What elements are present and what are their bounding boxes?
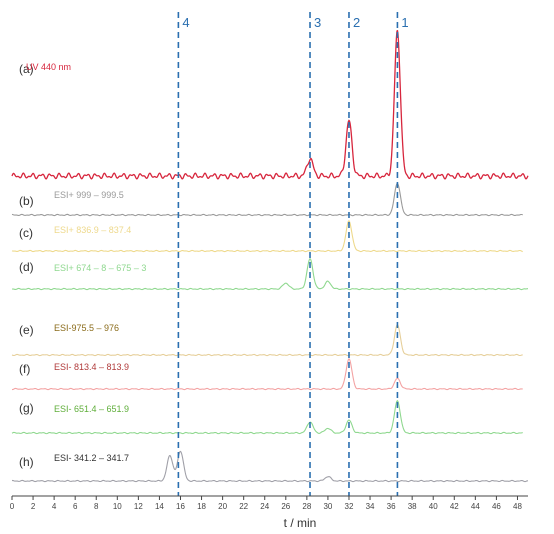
x-tick-label: 14 — [155, 502, 164, 511]
trace-label: ESI-975.5 – 976 — [54, 323, 119, 333]
x-tick-label: 6 — [73, 502, 78, 511]
x-tick-label: 32 — [345, 502, 354, 511]
marker-layer: 4 3 2 1 — [177, 12, 409, 496]
x-tick-label: 40 — [429, 502, 438, 511]
trace-label: ESI+ 836.9 – 837.4 — [54, 225, 131, 235]
trace-1 — [11, 29, 529, 180]
x-tick-label: 28 — [302, 502, 311, 511]
x-tick-label: 42 — [450, 502, 459, 511]
x-tick-label: 22 — [239, 502, 248, 511]
x-tick-label: 18 — [197, 502, 206, 511]
x-tick-label: 36 — [387, 502, 396, 511]
panel-label: (g) — [19, 401, 34, 415]
panel-label: (a) — [19, 62, 34, 76]
trace-label: UV 440 nm — [26, 62, 71, 72]
x-tick-label: 0 — [10, 502, 15, 511]
trace-6 — [11, 358, 523, 391]
x-tick-label: 46 — [492, 502, 501, 511]
panel-label: (b) — [19, 194, 34, 208]
x-tick-label: 8 — [94, 502, 99, 511]
panel-label: (e) — [19, 323, 34, 337]
trace-5 — [11, 324, 523, 357]
x-tick-label: 44 — [471, 502, 480, 511]
marker-label: 4 — [182, 15, 189, 30]
marker-label: 2 — [353, 15, 360, 30]
marker-label: 3 — [314, 15, 321, 30]
x-tick-label: 34 — [366, 502, 375, 511]
trace-label: ESI- 341.2 – 341.7 — [54, 453, 129, 463]
trace-3 — [11, 220, 523, 253]
x-tick-label: 4 — [52, 502, 57, 511]
trace-label: ESI- 813.4 – 813.9 — [54, 362, 129, 372]
trace-label: ESI+ 674 – 8 – 675 – 3 — [54, 263, 146, 273]
panel-label: (f) — [19, 362, 30, 376]
panel-label: (d) — [19, 260, 34, 274]
trace-label: ESI- 651.4 – 651.9 — [54, 404, 129, 414]
panel-label: (c) — [19, 226, 33, 240]
trace-label: ESI+ 999 – 999.5 — [54, 190, 124, 200]
x-tick-label: 38 — [408, 502, 417, 511]
x-tick-label: 24 — [260, 502, 269, 511]
trace-8 — [11, 450, 529, 483]
trace-2 — [11, 182, 523, 217]
x-tick-label: 10 — [113, 502, 122, 511]
label-layer: (a)UV 440 nm (b) ESI+ 999 – 999.5 (c) ESI+ 8… — [19, 62, 146, 469]
x-tick-label: 26 — [281, 502, 290, 511]
x-tick-label: 2 — [31, 502, 36, 511]
x-tick-label: 48 — [513, 502, 522, 511]
marker-label: 1 — [401, 15, 408, 30]
x-tick-label: 16 — [176, 502, 185, 511]
x-tick-label: 12 — [134, 502, 143, 511]
trace-4 — [11, 258, 529, 291]
x-axis-title: t / min — [284, 516, 317, 530]
x-tick-label: 30 — [323, 502, 332, 511]
trace-layer — [11, 29, 529, 483]
trace-7 — [11, 399, 523, 435]
panel-label: (h) — [19, 455, 34, 469]
x-axis: 0 2 4 6 8 10 12 14 16 18 20 22 24 26 28 30 32 34 36 38 40 42 4… — [10, 495, 528, 511]
x-tick-label: 20 — [218, 502, 227, 511]
